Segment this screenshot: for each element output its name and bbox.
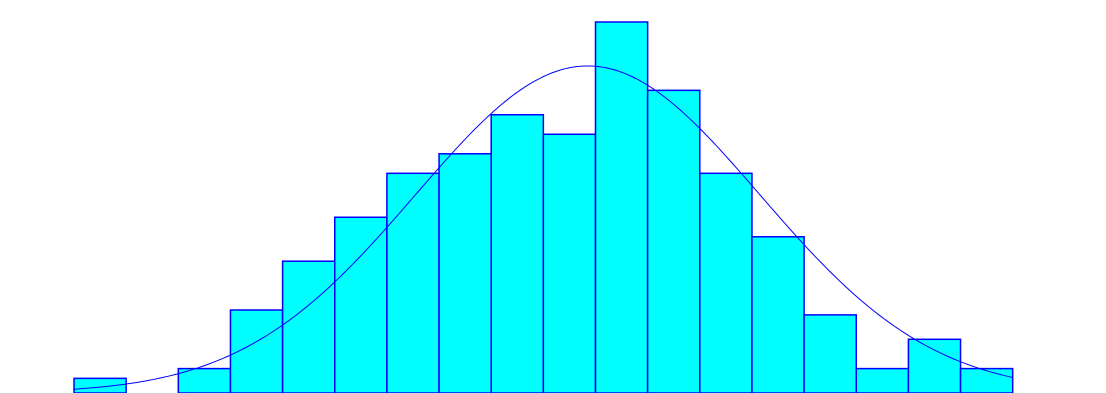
histogram-bar [281, 260, 336, 394]
histogram-bar [73, 377, 127, 394]
histogram-bar [646, 89, 701, 394]
histogram-bar [959, 367, 1014, 394]
histogram-bar [542, 133, 597, 394]
histogram-bar [229, 309, 284, 394]
histogram-bar [751, 236, 805, 394]
histogram-bar [699, 172, 753, 394]
histogram-bar [803, 314, 857, 394]
normal-curve-line [73, 65, 1013, 390]
histogram-bar [438, 153, 492, 394]
histogram-bar [334, 216, 388, 394]
histogram-bar [386, 172, 440, 394]
histogram-bar [177, 367, 232, 394]
bars-layer [73, 21, 1014, 394]
histogram-bar [490, 114, 545, 394]
histogram-bar [907, 338, 962, 394]
histogram-bar [594, 21, 649, 394]
histogram-bar [855, 367, 910, 394]
